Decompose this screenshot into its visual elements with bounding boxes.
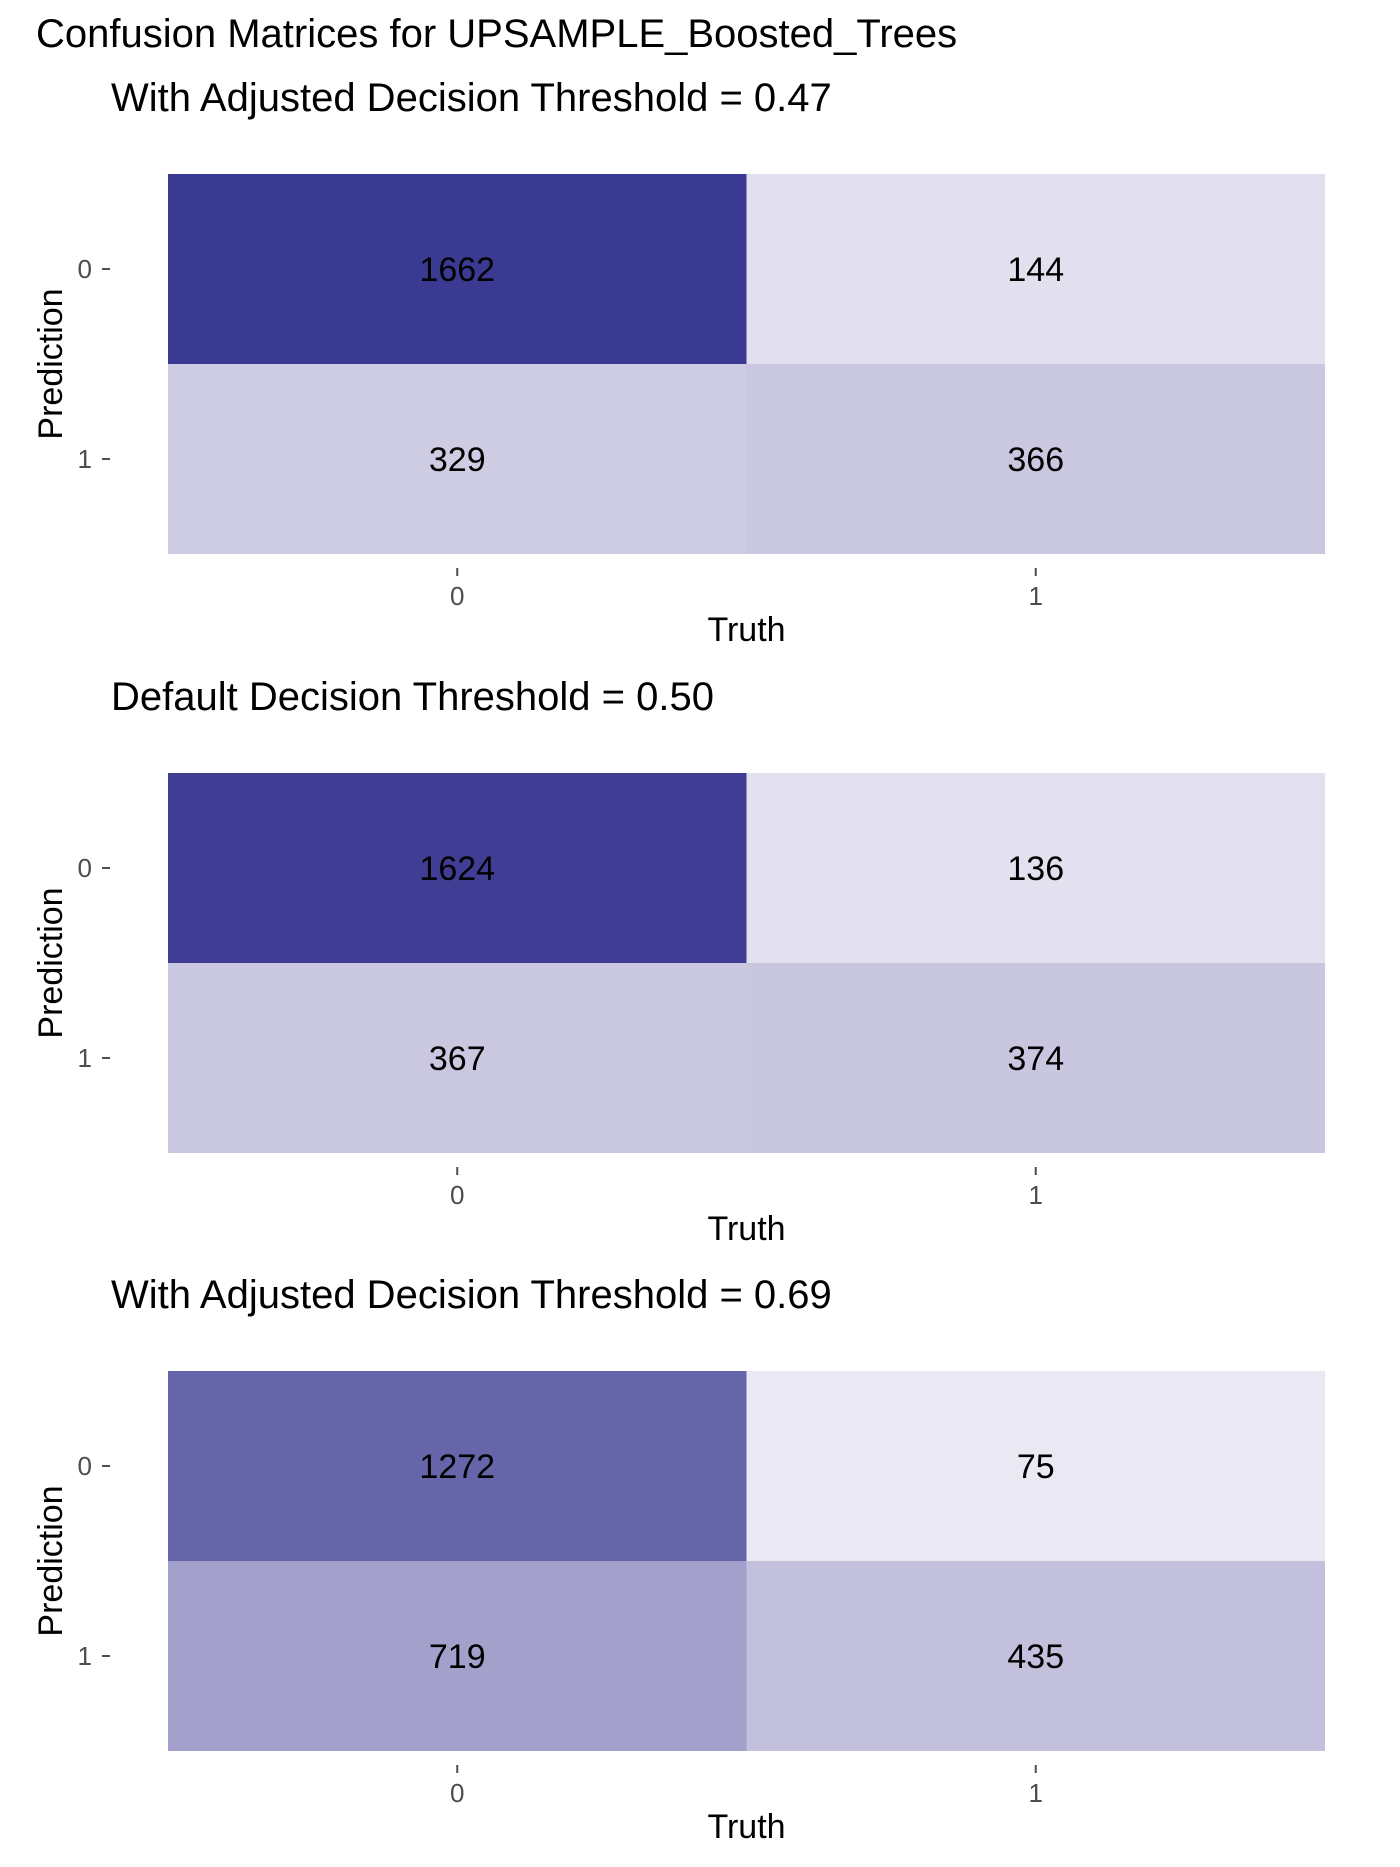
x-axis-title: Truth — [707, 1210, 785, 1248]
cell-value-label: 367 — [429, 1040, 486, 1078]
x-tick-label: 1 — [1029, 581, 1043, 611]
x-axis-title: Truth — [707, 611, 785, 649]
x-axis-title: Truth — [707, 1808, 785, 1846]
figure-title: Confusion Matrices for UPSAMPLE_Boosted_… — [36, 12, 957, 56]
y-tick-label: 1 — [78, 1641, 92, 1671]
x-tick-label: 1 — [1029, 1180, 1043, 1210]
heatmap-cell — [168, 773, 747, 963]
cell-value-label: 435 — [1007, 1638, 1064, 1676]
y-tick-label: 0 — [78, 1451, 92, 1481]
cell-value-label: 329 — [429, 441, 486, 479]
y-tick-label: 1 — [78, 444, 92, 474]
y-axis-title: Prediction — [32, 288, 70, 439]
confusion-matrix-panel-1: With Adjusted Decision Threshold = 0.47 1… — [32, 76, 1325, 649]
panel-title: With Adjusted Decision Threshold = 0.47 — [111, 76, 832, 120]
heatmap-cell — [746, 174, 1325, 364]
cell-value-label: 75 — [1017, 1448, 1055, 1486]
cell-value-label: 366 — [1007, 441, 1064, 479]
cell-value-label: 719 — [429, 1638, 486, 1676]
cell-value-label: 374 — [1007, 1040, 1064, 1078]
y-axis-title: Prediction — [32, 887, 70, 1038]
x-tick-label: 0 — [450, 1180, 464, 1210]
heatmap-cell — [168, 174, 747, 364]
cell-value-label: 136 — [1007, 850, 1064, 888]
heatmap-cell — [168, 1371, 747, 1561]
heatmap-cell — [746, 963, 1325, 1153]
heatmap-cell — [168, 963, 747, 1153]
panel-title: Default Decision Threshold = 0.50 — [111, 675, 714, 719]
panel-title: With Adjusted Decision Threshold = 0.69 — [111, 1273, 832, 1317]
x-tick-label: 1 — [1029, 1778, 1043, 1808]
y-tick-label: 1 — [78, 1043, 92, 1073]
cell-value-label: 1662 — [419, 251, 495, 289]
heatmap-cell — [168, 364, 747, 554]
cell-value-label: 1272 — [419, 1448, 495, 1486]
heatmap-cell — [746, 364, 1325, 554]
y-tick-label: 0 — [78, 254, 92, 284]
heatmap-cell — [168, 1561, 747, 1751]
cell-value-label: 144 — [1007, 251, 1064, 289]
y-tick-label: 0 — [78, 853, 92, 883]
heatmap-cell — [746, 1371, 1325, 1561]
x-tick-label: 0 — [450, 581, 464, 611]
heatmap-cell — [746, 1561, 1325, 1751]
y-axis-title: Prediction — [32, 1485, 70, 1636]
heatmap-cell — [746, 773, 1325, 963]
cell-value-label: 1624 — [419, 850, 495, 888]
confusion-matrix-panel-3: With Adjusted Decision Threshold = 0.69 1… — [32, 1273, 1325, 1846]
x-tick-label: 0 — [450, 1778, 464, 1808]
